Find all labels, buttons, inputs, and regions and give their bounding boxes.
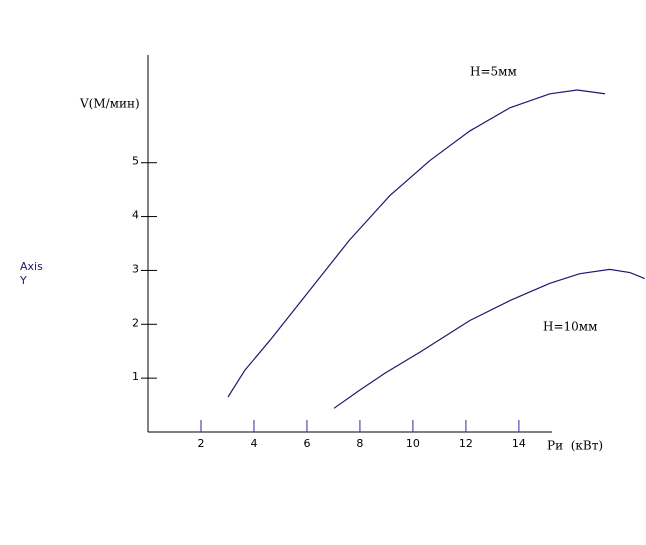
x-tick-label: 2 bbox=[197, 437, 204, 450]
y-tick-label: 4 bbox=[132, 209, 139, 222]
x-tick-label: 8 bbox=[356, 437, 363, 450]
line bbox=[333, 268, 645, 409]
series-label: H=10мм bbox=[543, 320, 597, 334]
x-axis-label: Ри (кВт) bbox=[547, 439, 603, 453]
y-tick-label: 1 bbox=[132, 370, 139, 383]
y-tick-label: 2 bbox=[132, 316, 139, 329]
x-tick-label: 4 bbox=[250, 437, 257, 450]
x-tick-label: 10 bbox=[406, 437, 420, 450]
y-axis-label: V(М/мин) bbox=[79, 97, 140, 111]
axis-note: Axis Y bbox=[20, 260, 43, 287]
series-label: H=5мм bbox=[470, 65, 517, 79]
y-tick-label: 5 bbox=[132, 155, 139, 168]
x-tick-label: 6 bbox=[303, 437, 310, 450]
y-tick-label: 3 bbox=[132, 262, 139, 275]
x-tick-label: 12 bbox=[459, 437, 473, 450]
x-tick-label: 14 bbox=[512, 437, 526, 450]
line bbox=[227, 89, 606, 398]
